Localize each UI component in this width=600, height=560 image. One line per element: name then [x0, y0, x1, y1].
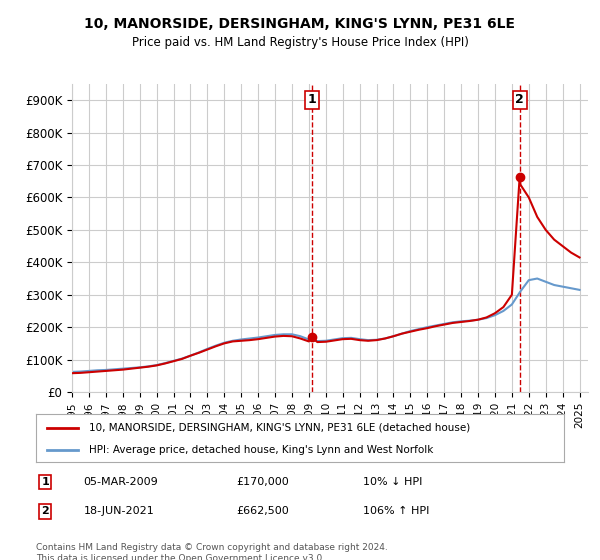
Text: 05-MAR-2009: 05-MAR-2009 — [83, 477, 158, 487]
Text: 18-JUN-2021: 18-JUN-2021 — [83, 506, 154, 516]
Text: 10, MANORSIDE, DERSINGHAM, KING'S LYNN, PE31 6LE (detached house): 10, MANORSIDE, DERSINGHAM, KING'S LYNN, … — [89, 423, 470, 433]
Text: 10% ↓ HPI: 10% ↓ HPI — [364, 477, 423, 487]
Text: 10, MANORSIDE, DERSINGHAM, KING'S LYNN, PE31 6LE: 10, MANORSIDE, DERSINGHAM, KING'S LYNN, … — [85, 17, 515, 31]
Text: Contains HM Land Registry data © Crown copyright and database right 2024.
This d: Contains HM Land Registry data © Crown c… — [36, 543, 388, 560]
Text: £170,000: £170,000 — [236, 477, 289, 487]
Text: 2: 2 — [41, 506, 49, 516]
Text: 106% ↑ HPI: 106% ↑ HPI — [364, 506, 430, 516]
Text: 1: 1 — [41, 477, 49, 487]
Text: 1: 1 — [307, 93, 316, 106]
Text: Price paid vs. HM Land Registry's House Price Index (HPI): Price paid vs. HM Land Registry's House … — [131, 36, 469, 49]
Text: 2: 2 — [515, 93, 524, 106]
Text: £662,500: £662,500 — [236, 506, 289, 516]
Text: HPI: Average price, detached house, King's Lynn and West Norfolk: HPI: Average price, detached house, King… — [89, 445, 433, 455]
